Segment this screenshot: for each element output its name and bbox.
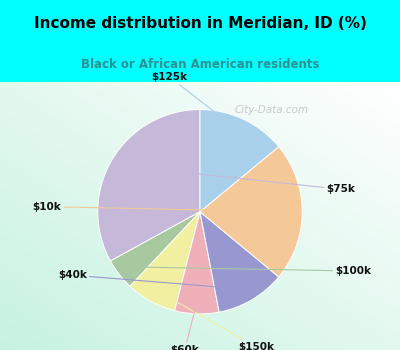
Text: $75k: $75k xyxy=(122,166,356,194)
Text: Income distribution in Meridian, ID (%): Income distribution in Meridian, ID (%) xyxy=(34,15,366,30)
Text: City-Data.com: City-Data.com xyxy=(234,105,309,114)
Wedge shape xyxy=(110,212,200,286)
Text: $40k: $40k xyxy=(58,270,246,289)
Text: Black or African American residents: Black or African American residents xyxy=(81,58,319,71)
Text: $100k: $100k xyxy=(129,266,371,276)
Wedge shape xyxy=(200,147,302,277)
Text: $125k: $125k xyxy=(151,72,238,130)
Text: $150k: $150k xyxy=(157,290,274,350)
Wedge shape xyxy=(130,212,200,311)
Wedge shape xyxy=(200,110,279,212)
Text: $10k: $10k xyxy=(32,202,290,212)
Wedge shape xyxy=(98,110,200,261)
Text: $60k: $60k xyxy=(170,302,199,350)
Wedge shape xyxy=(200,212,279,312)
Wedge shape xyxy=(174,212,219,314)
